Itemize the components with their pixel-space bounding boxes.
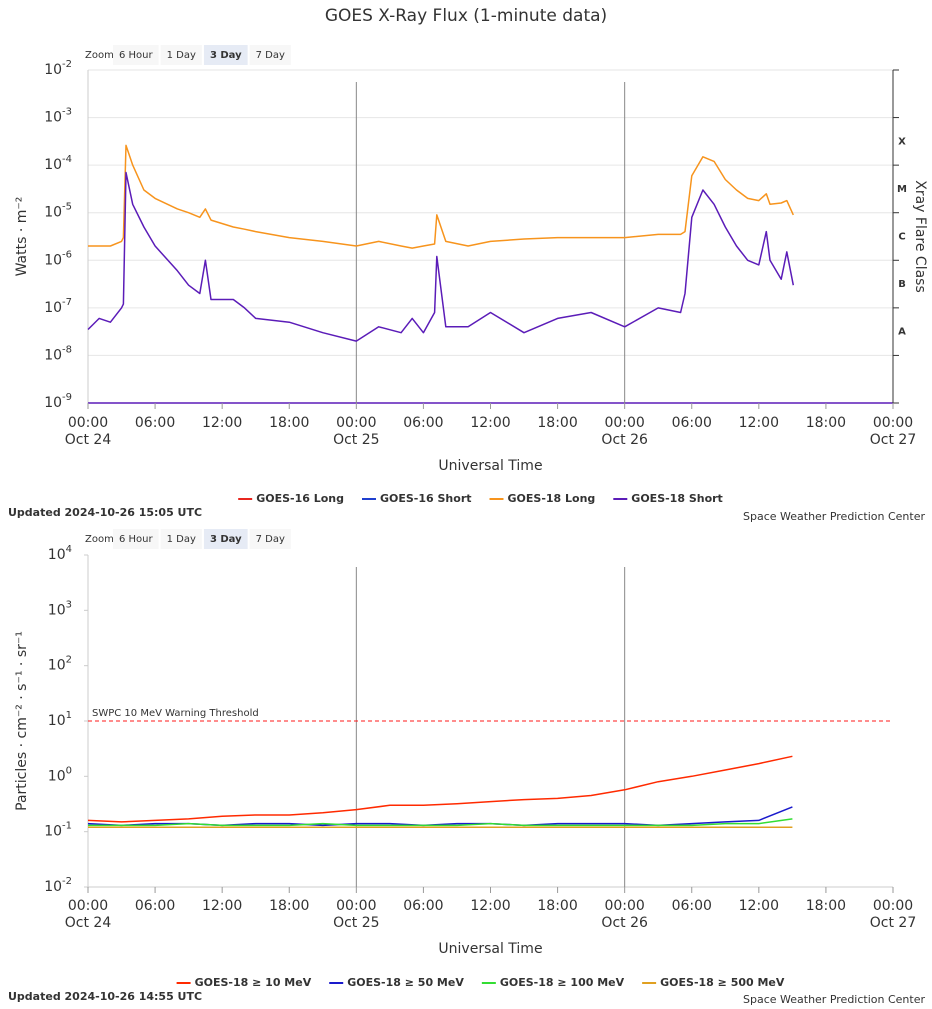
series-line (87, 171, 795, 342)
x-date-label: Oct 27 (870, 432, 916, 448)
x-date-label: Oct 25 (333, 432, 379, 448)
zoom-button-label[interactable]: 6 Hour (119, 534, 154, 545)
x-tick-label: 18:00 (269, 898, 309, 914)
zoom-button-label[interactable]: 6 Hour (119, 50, 154, 61)
zoom-button-label[interactable]: 7 Day (256, 50, 285, 61)
y-tick-label: 10-8 (44, 344, 72, 363)
legend: GOES-18 ≥ 10 MeV GOES-18 ≥ 50 MeV GOES-18 … (176, 976, 785, 989)
y-tick-label: 10-7 (44, 297, 72, 316)
credit: Space Weather Prediction Center (743, 993, 925, 1006)
zoom-button[interactable] (113, 45, 159, 65)
x-tick-label: 12:00 (202, 898, 242, 914)
zoom-button-label[interactable]: 3 Day (210, 534, 242, 545)
y-tick-label: 10-2 (44, 59, 72, 78)
series-line (88, 818, 793, 827)
x-tick-label: 18:00 (537, 415, 577, 431)
y-tick-label: 100 (48, 765, 72, 784)
legend-label[interactable]: GOES-16 Short (380, 492, 472, 505)
y-axis-title: Particles · cm⁻² · s⁻¹ · sr⁻¹ (14, 631, 30, 811)
flare-class-label: X (898, 136, 906, 147)
x-tick-label: 00:00 (873, 415, 913, 431)
x-date-label: Oct 25 (333, 915, 379, 931)
zoom-label: Zoom (85, 50, 114, 61)
x-tick-label: 18:00 (537, 898, 577, 914)
x-tick-label: 00:00 (873, 898, 913, 914)
x-tick-label: 00:00 (604, 415, 644, 431)
zoom-button-label[interactable]: 3 Day (210, 50, 242, 61)
legend-label[interactable]: GOES-18 Long (508, 492, 596, 505)
x-tick-label: 00:00 (604, 898, 644, 914)
legend: GOES-16 Long GOES-16 Short GOES-18 Long GOE… (238, 492, 723, 505)
x-tick-label: 00:00 (68, 898, 108, 914)
y-tick-label: 10-4 (44, 154, 72, 173)
y-tick-label: 10-5 (44, 202, 72, 221)
y-tick-label: 10-6 (44, 249, 72, 268)
zoom-button-label[interactable]: 7 Day (256, 534, 285, 545)
x-axis-title: Universal Time (438, 458, 542, 474)
updated-note: Updated 2024-10-26 15:05 UTC (8, 506, 202, 519)
flare-class-label: C (898, 232, 905, 243)
series-line (87, 755, 793, 823)
x-date-label: Oct 26 (601, 915, 648, 931)
x-tick-label: 06:00 (403, 898, 443, 914)
y-tick-label: 10-9 (44, 392, 72, 411)
y-axis-title: Watts · m⁻² (14, 197, 30, 277)
x-tick-label: 18:00 (269, 415, 309, 431)
x-tick-label: 06:00 (135, 415, 175, 431)
chart-title: GOES X-Ray Flux (1-minute data) (325, 6, 607, 26)
legend-label[interactable]: GOES-16 Long (256, 492, 344, 505)
y-tick-label: 104 (48, 544, 72, 563)
x-tick-label: 12:00 (739, 898, 779, 914)
legend-label[interactable]: GOES-18 ≥ 50 MeV (347, 976, 464, 989)
y-tick-label: 10-2 (44, 876, 72, 895)
flare-class-label: M (897, 184, 907, 195)
zoom-button[interactable] (113, 529, 159, 549)
x-date-label: Oct 24 (65, 432, 112, 448)
x-tick-label: 00:00 (68, 415, 108, 431)
x-tick-label: 18:00 (806, 415, 846, 431)
x-date-label: Oct 24 (65, 915, 112, 931)
x-date-label: Oct 26 (601, 432, 648, 448)
x-tick-label: 06:00 (672, 415, 712, 431)
legend-label[interactable]: GOES-18 ≥ 10 MeV (195, 976, 312, 989)
zoom-label: Zoom (85, 534, 114, 545)
x-tick-label: 00:00 (336, 898, 376, 914)
x-axis-title: Universal Time (438, 941, 542, 957)
zoom-button[interactable] (203, 45, 248, 65)
series-line (88, 144, 794, 249)
y2-axis-title: Xray Flare Class (912, 180, 928, 293)
x-tick-label: 06:00 (672, 898, 712, 914)
x-tick-label: 12:00 (202, 415, 242, 431)
zoom-button[interactable] (160, 529, 202, 549)
credit: Space Weather Prediction Center (743, 510, 925, 523)
x-tick-label: 12:00 (470, 415, 510, 431)
y-tick-label: 101 (48, 710, 72, 729)
x-tick-label: 06:00 (403, 415, 443, 431)
threshold-label: SWPC 10 MeV Warning Threshold (92, 708, 259, 719)
y-tick-label: 102 (48, 655, 72, 674)
legend-label[interactable]: GOES-18 ≥ 500 MeV (660, 976, 785, 989)
y-tick-label: 103 (48, 599, 72, 618)
zoom-button[interactable] (203, 529, 248, 549)
x-tick-label: 00:00 (336, 415, 376, 431)
zoom-button[interactable] (249, 45, 291, 65)
zoom-button-label[interactable]: 1 Day (167, 50, 196, 61)
legend-label[interactable]: GOES-18 ≥ 100 MeV (500, 976, 625, 989)
x-tick-label: 12:00 (470, 898, 510, 914)
x-date-label: Oct 27 (870, 915, 916, 931)
x-tick-label: 12:00 (739, 415, 779, 431)
series-line (87, 806, 793, 827)
zoom-button[interactable] (249, 529, 291, 549)
zoom-button[interactable] (160, 45, 202, 65)
y-tick-label: 10-3 (44, 107, 72, 126)
zoom-button-label[interactable]: 1 Day (167, 534, 196, 545)
y-tick-label: 10-1 (44, 821, 72, 840)
flare-class-label: B (898, 279, 906, 290)
flare-class-label: A (898, 327, 906, 338)
legend-label[interactable]: GOES-18 Short (631, 492, 723, 505)
updated-note: Updated 2024-10-26 14:55 UTC (8, 990, 202, 1003)
x-tick-label: 06:00 (135, 898, 175, 914)
x-tick-label: 18:00 (806, 898, 846, 914)
